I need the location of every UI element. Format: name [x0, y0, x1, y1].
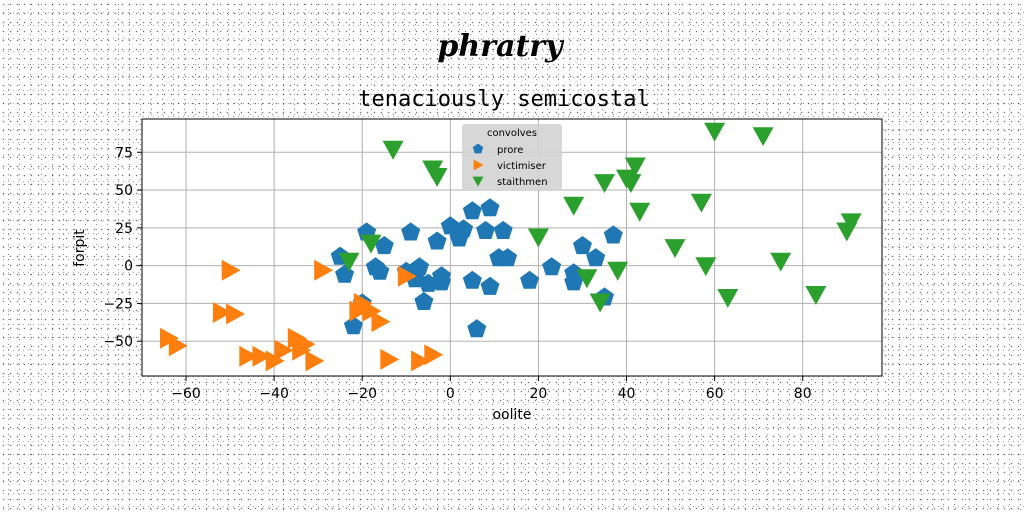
data-point-prore [454, 219, 474, 238]
data-point-victimiser [212, 302, 232, 323]
legend-label-prore: prore [497, 145, 523, 156]
data-point-staithmen [594, 174, 615, 193]
data-point-prore [440, 216, 460, 235]
data-point-staithmen [426, 168, 448, 187]
data-point-victimiser [424, 344, 444, 366]
data-point-staithmen [805, 286, 827, 305]
data-point-prore [480, 276, 500, 295]
legend-title: convolves [487, 128, 537, 139]
data-point-prore [476, 220, 496, 239]
x-tick-label: −20 [347, 386, 377, 402]
data-point-prore [462, 201, 482, 220]
plot-frame [141, 118, 883, 377]
y-axis-label: forpit [72, 229, 88, 267]
y-axis-ticks: −50 −25 0 25 50 75 [103, 145, 142, 350]
data-point-victimiser [397, 265, 417, 287]
data-point-victimiser [349, 300, 369, 322]
legend-marker-prore [472, 143, 484, 154]
data-point-prore [480, 198, 500, 217]
data-point-victimiser [314, 259, 334, 281]
data-point-victimiser [221, 259, 241, 281]
chart-title: tenaciously semicostal [358, 87, 649, 112]
data-point-victimiser [265, 350, 285, 372]
y-tick-label: −50 [103, 334, 133, 350]
data-point-staithmen [563, 196, 585, 216]
series-victimiser [160, 259, 444, 372]
legend: convolves prore victimiser staithmen [462, 124, 562, 190]
data-point-staithmen [589, 293, 611, 313]
data-point-staithmen [629, 202, 651, 222]
data-point-staithmen [576, 269, 598, 289]
data-point-staithmen [624, 157, 646, 177]
data-point-prore [586, 248, 606, 267]
data-point-prore [414, 291, 434, 310]
x-axis-label: oolite [492, 407, 531, 423]
legend-marker-victimiser [473, 159, 484, 171]
data-point-staithmen [690, 193, 712, 213]
data-point-staithmen [717, 289, 739, 308]
data-point-victimiser [305, 350, 325, 372]
data-point-prore [467, 319, 487, 338]
data-point-victimiser [168, 335, 188, 357]
data-point-prore [564, 272, 584, 291]
y-tick-label: 25 [115, 221, 133, 237]
data-point-victimiser [274, 339, 294, 361]
data-point-staithmen [836, 222, 858, 242]
data-point-prore [520, 270, 540, 289]
y-tick-label: 50 [115, 183, 133, 199]
data-point-prore [498, 248, 518, 267]
data-point-victimiser [226, 303, 245, 325]
series-staithmen [338, 122, 862, 313]
data-point-staithmen [338, 252, 360, 272]
data-point-victimiser [239, 345, 259, 367]
x-tick-label: −40 [259, 386, 289, 402]
data-point-prore [401, 222, 421, 241]
data-point-staithmen [382, 140, 404, 160]
data-point-prore [493, 220, 513, 239]
x-tick-label: 60 [706, 386, 724, 402]
data-point-staithmen [527, 228, 549, 248]
data-point-staithmen [770, 252, 792, 272]
data-point-prore [573, 236, 592, 255]
x-tick-label: −60 [171, 386, 201, 402]
data-point-victimiser [292, 339, 312, 361]
data-point-prore [432, 272, 451, 291]
data-point-staithmen [752, 127, 774, 147]
data-point-prore [374, 236, 394, 255]
legend-label-staithmen: staithmen [497, 177, 548, 188]
data-point-staithmen [695, 257, 717, 277]
data-point-prore [343, 316, 363, 335]
data-point-prore [542, 257, 562, 276]
figure-suptitle: phratry [437, 29, 565, 64]
data-point-prore [370, 261, 390, 280]
data-point-staithmen [664, 239, 686, 258]
data-point-victimiser [252, 345, 272, 367]
x-tick-label: 0 [446, 386, 455, 402]
data-point-prore [462, 270, 482, 289]
data-point-staithmen [360, 234, 382, 254]
legend-label-victimiser: victimiser [497, 161, 547, 172]
data-point-prore [603, 225, 623, 244]
data-point-staithmen [620, 174, 642, 193]
y-tick-label: 0 [124, 259, 133, 275]
data-point-victimiser [380, 348, 400, 370]
legend-marker-staithmen [472, 176, 484, 187]
x-tick-label: 20 [530, 386, 548, 402]
x-tick-label: 80 [794, 386, 812, 402]
data-point-victimiser [362, 300, 382, 322]
legend-box [462, 124, 562, 190]
data-point-victimiser [411, 350, 430, 372]
y-tick-label: −25 [103, 296, 133, 312]
data-point-prore [418, 273, 438, 292]
data-point-staithmen [704, 122, 726, 142]
data-point-prore [427, 231, 447, 250]
data-points [160, 122, 862, 372]
x-axis-ticks: −60 −40 −20 0 20 40 60 80 [171, 376, 812, 402]
x-tick-label: 40 [618, 386, 636, 402]
y-tick-label: 75 [115, 145, 133, 161]
data-point-victimiser [371, 311, 391, 333]
data-point-staithmen [607, 261, 629, 281]
